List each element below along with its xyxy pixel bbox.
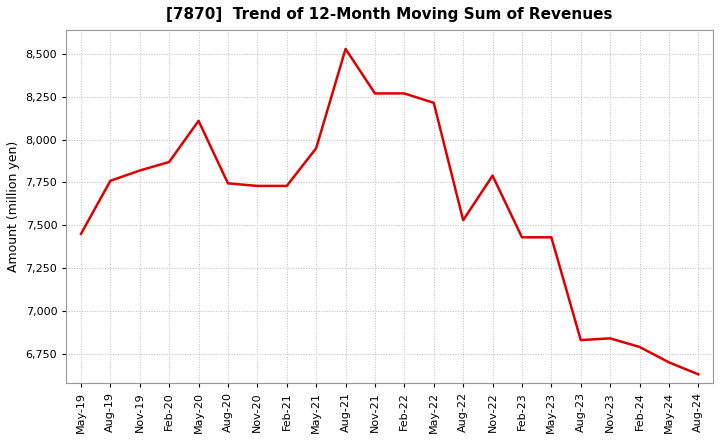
Title: [7870]  Trend of 12-Month Moving Sum of Revenues: [7870] Trend of 12-Month Moving Sum of R… <box>166 7 613 22</box>
Y-axis label: Amount (million yen): Amount (million yen) <box>7 141 20 272</box>
